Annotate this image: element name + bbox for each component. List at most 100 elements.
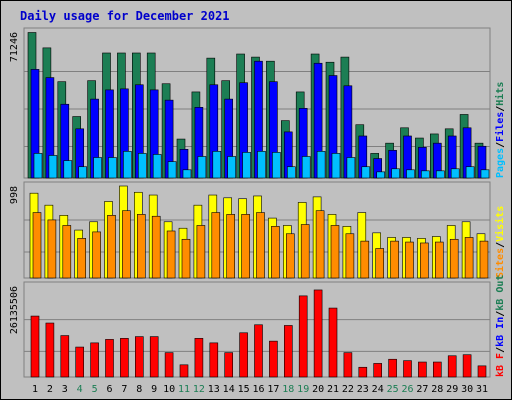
bar-pages-day-30 [465, 166, 475, 179]
bar-sites-day-18 [285, 233, 295, 279]
bar-pages-day-22 [346, 157, 356, 179]
chart-panels: 71246Pages/Files/Hits998Sites/Visits2613… [9, 27, 506, 378]
bar-pages-day-16 [257, 151, 266, 179]
bar-sites-day-27 [420, 242, 429, 279]
bar-pages-day-13 [212, 151, 222, 179]
bar-kb-f-day-23 [358, 366, 368, 378]
panel-1-legend: Pages/Files/Hits [494, 82, 506, 178]
x-tick-label-28: 28 [431, 384, 443, 395]
bar-sites-day-26 [405, 241, 414, 279]
x-tick-label-23: 23 [357, 384, 369, 395]
legend-separator: / [495, 142, 506, 148]
x-tick-label-27: 27 [416, 384, 428, 395]
bar-pages-day-26 [406, 169, 415, 179]
bar-pages-day-6 [108, 157, 117, 179]
panel-1: 71246 Pages/Files/Hits [9, 27, 506, 179]
panel-3-legend: kB F/kB In/kB Out [495, 275, 506, 377]
bar-sites-day-20 [315, 210, 325, 279]
bar-sites-day-15 [241, 214, 250, 279]
bar-pages-day-3 [63, 160, 73, 179]
bar-pages-day-21 [331, 153, 341, 179]
x-axis-day-labels: 1 2 3 4 5 6 7 8 9 10 11 12 13 14 15 16 17 18 19 20 21 22 23 24 2… [32, 384, 488, 395]
bar-kb-f-day-20 [313, 289, 323, 378]
y-max-label: 26135506 [9, 286, 20, 334]
x-tick-label-7: 7 [121, 384, 127, 395]
bar-sites-day-19 [300, 224, 310, 279]
bar-sites-day-4 [77, 238, 86, 279]
x-tick-label-5: 5 [92, 384, 98, 395]
bar-pages-day-27 [421, 170, 430, 179]
bar-kb-f-day-13 [209, 342, 219, 378]
panel-2-legend: Sites/Visits [494, 206, 506, 278]
x-tick-label-4: 4 [77, 384, 83, 395]
bar-kb-f-day-12 [194, 338, 204, 378]
bar-pages-day-31 [480, 169, 490, 179]
x-tick-label-16: 16 [252, 384, 264, 395]
bar-sites-day-24 [375, 248, 385, 279]
bar-pages-day-23 [361, 166, 371, 179]
x-tick-label-18: 18 [282, 384, 294, 395]
x-tick-label-3: 3 [62, 384, 68, 395]
legend-separator: / [495, 347, 506, 353]
bar-kb-f-day-29 [447, 355, 457, 378]
bar-sites-day-2 [47, 219, 57, 279]
panel-3: 26135506 kB F/kB In/kB Out [9, 275, 506, 378]
x-tick-label-10: 10 [163, 384, 175, 395]
bar-kb-f-day-31 [477, 365, 487, 378]
legend-pages: Pages [495, 148, 506, 178]
x-tick-label-30: 30 [461, 384, 473, 395]
bar-pages-day-12 [197, 156, 207, 179]
bar-sites-day-30 [464, 237, 474, 279]
bar-kb-f-day-15 [239, 332, 248, 378]
bar-kb-f-day-1 [30, 315, 40, 378]
bar-pages-day-1 [33, 153, 43, 179]
x-tick-label-26: 26 [401, 384, 413, 395]
bar-sites-day-17 [271, 226, 280, 279]
bar-pages-day-15 [242, 152, 251, 179]
bar-kb-f-day-7 [120, 338, 129, 378]
bar-sites-day-31 [479, 240, 489, 279]
bar-sites-day-12 [196, 225, 206, 279]
x-tick-label-29: 29 [446, 384, 458, 395]
bar-pages-day-17 [272, 152, 281, 179]
legend-separator: / [495, 311, 506, 317]
x-tick-label-6: 6 [106, 384, 112, 395]
legend-visits: Visits [494, 206, 506, 242]
bar-pages-day-9 [152, 154, 162, 179]
bar-kb-f-day-10 [164, 352, 174, 378]
chart-title: Daily usage for December 2021 [20, 9, 230, 23]
bar-kb-f-day-8 [135, 336, 144, 378]
bar-sites-day-3 [62, 225, 72, 279]
bar-pages-day-18 [286, 166, 296, 179]
bar-kb-f-day-21 [328, 307, 338, 378]
x-tick-label-21: 21 [327, 384, 339, 395]
x-tick-label-17: 17 [267, 384, 279, 395]
x-tick-label-31: 31 [476, 384, 488, 395]
bar-kb-f-day-14 [224, 352, 233, 378]
bar-pages-day-7 [123, 151, 132, 179]
x-tick-label-13: 13 [208, 384, 220, 395]
bar-sites-day-1 [32, 212, 42, 279]
bar-sites-day-9 [151, 215, 161, 279]
bar-sites-day-28 [434, 241, 444, 279]
bar-pages-day-25 [391, 168, 400, 179]
bar-sites-day-25 [390, 240, 399, 279]
x-tick-label-9: 9 [151, 384, 157, 395]
y-max-label: 71246 [9, 32, 20, 62]
x-tick-label-25: 25 [387, 384, 399, 395]
x-tick-label-14: 14 [223, 384, 235, 395]
bar-pages-day-10 [167, 161, 177, 179]
bar-pages-day-20 [316, 151, 326, 179]
legend-separator: / [495, 106, 506, 112]
bar-sites-day-21 [330, 225, 340, 279]
bar-kb-f-day-3 [60, 335, 70, 378]
bar-kb-f-day-17 [269, 340, 278, 378]
bar-pages-day-11 [182, 169, 192, 179]
x-tick-label-20: 20 [312, 384, 324, 395]
x-tick-label-8: 8 [136, 384, 142, 395]
bar-kb-f-day-18 [283, 325, 293, 378]
legend-kb-out: kB Out [495, 275, 506, 311]
x-tick-label-12: 12 [193, 384, 205, 395]
legend-separator: / [495, 242, 506, 248]
